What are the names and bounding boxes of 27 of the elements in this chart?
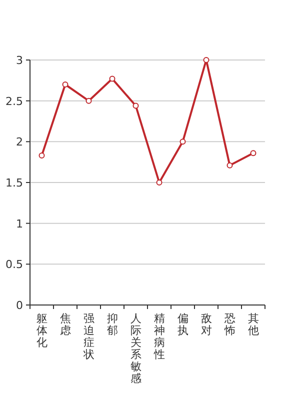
point bbox=[226, 162, 233, 168]
x-tick-label: 精神病性 bbox=[152, 312, 165, 361]
y-tick-label: 2 bbox=[16, 136, 23, 149]
point bbox=[38, 152, 45, 159]
y-tick-label: 1 bbox=[16, 217, 23, 230]
y-tick-label: 3 bbox=[16, 54, 23, 67]
point bbox=[109, 76, 116, 82]
x-tick-label: 恐怖 bbox=[223, 312, 236, 337]
x-tick-label: 焦虑 bbox=[60, 312, 71, 337]
point bbox=[86, 98, 92, 104]
y-tick-label: 0 bbox=[16, 299, 23, 312]
x-tick-label: 敌对 bbox=[200, 312, 212, 337]
point bbox=[156, 180, 162, 186]
point bbox=[250, 150, 256, 156]
point bbox=[203, 57, 210, 63]
x-tick-label: 人际关系敏感 bbox=[130, 312, 142, 385]
x-tick-label: 躯体化 bbox=[36, 312, 48, 349]
y-tick-label: 2.5 bbox=[6, 94, 23, 108]
x-tick-label: 抑郁 bbox=[106, 312, 118, 337]
y-tick-label: 0.5 bbox=[6, 258, 23, 272]
x-tick-label: 强迫症状 bbox=[82, 312, 94, 361]
point bbox=[62, 82, 68, 88]
x-tick-label: 其他 bbox=[248, 312, 259, 337]
x-tick-label: 偏执 bbox=[177, 312, 188, 337]
y-tick-label: 1.5 bbox=[6, 176, 23, 190]
point bbox=[180, 138, 186, 145]
point bbox=[132, 102, 139, 109]
